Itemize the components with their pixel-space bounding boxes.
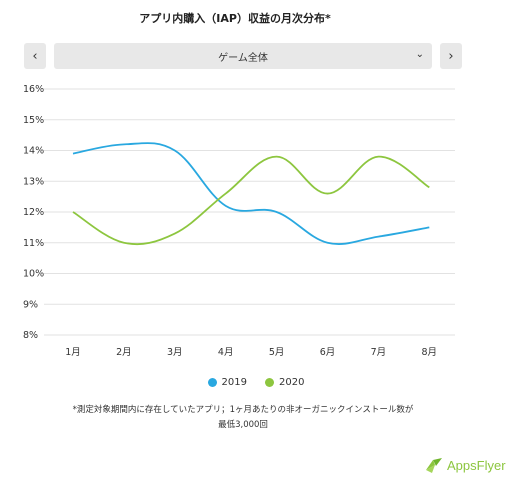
x-tick-label: 5月 <box>269 347 285 358</box>
legend-item-2019: 2019 <box>207 377 247 388</box>
chevron-down-icon: ⌄ <box>415 49 424 60</box>
y-tick-label: 15% <box>23 115 44 126</box>
legend-dot-icon <box>207 378 217 387</box>
footnote: *測定対象期間内に存在していたアプリ；1ヶ月あたりの非オーガニックインストール数… <box>0 403 486 433</box>
chart-title: アプリ内購入（IAP）収益の月次分布* <box>139 12 331 25</box>
logo-text: AppsFlyer <box>447 457 506 473</box>
series-line-2020 <box>72 155 430 246</box>
y-tick-label: 12% <box>23 207 44 218</box>
legend-label: 2020 <box>279 377 305 388</box>
x-tick-label: 2月 <box>116 347 132 358</box>
series-line-2019 <box>72 142 430 245</box>
x-tick-label: 6月 <box>320 347 336 358</box>
y-tick-label: 16% <box>23 84 44 95</box>
dropdown-selected-value: ゲーム全体 <box>218 52 268 64</box>
line-chart: 16% 15% 14% 13% 12% 11% 10% 9% 8% 1月 2月 3月 4月 5月 6月 7月 8… <box>23 84 455 358</box>
x-tick-label: 7月 <box>371 347 387 358</box>
chart-legend: 2019 2020 <box>0 377 512 388</box>
appsflyer-wing-icon <box>426 458 442 473</box>
next-button[interactable]: › <box>440 43 462 69</box>
y-tick-label: 10% <box>23 269 44 280</box>
legend-label: 2019 <box>221 377 247 388</box>
footnote-line-2: 最低3,000回 <box>218 420 268 430</box>
y-tick-label: 13% <box>23 176 44 187</box>
y-tick-label: 9% <box>23 299 38 310</box>
chevron-right-icon: › <box>448 48 454 64</box>
x-tick-label: 1月 <box>65 347 81 358</box>
footnote-line-1: *測定対象期間内に存在していたアプリ；1ヶ月あたりの非オーガニックインストール数… <box>72 405 414 415</box>
legend-dot-icon <box>265 378 274 387</box>
y-tick-label: 14% <box>23 146 44 157</box>
prev-button[interactable]: ‹ <box>24 43 46 69</box>
x-tick-label: 8月 <box>422 347 438 358</box>
legend-item-2020: 2020 <box>265 377 304 388</box>
chevron-left-icon: ‹ <box>32 48 38 64</box>
category-selector: ‹ ゲーム全体 ⌄ › <box>24 43 462 69</box>
x-tick-label: 4月 <box>218 347 234 358</box>
category-dropdown[interactable]: ゲーム全体 ⌄ <box>54 43 432 69</box>
y-tick-label: 8% <box>23 330 38 341</box>
x-tick-label: 3月 <box>167 347 183 358</box>
y-tick-label: 11% <box>23 238 44 249</box>
appsflyer-logo: AppsFlyer <box>424 456 506 474</box>
